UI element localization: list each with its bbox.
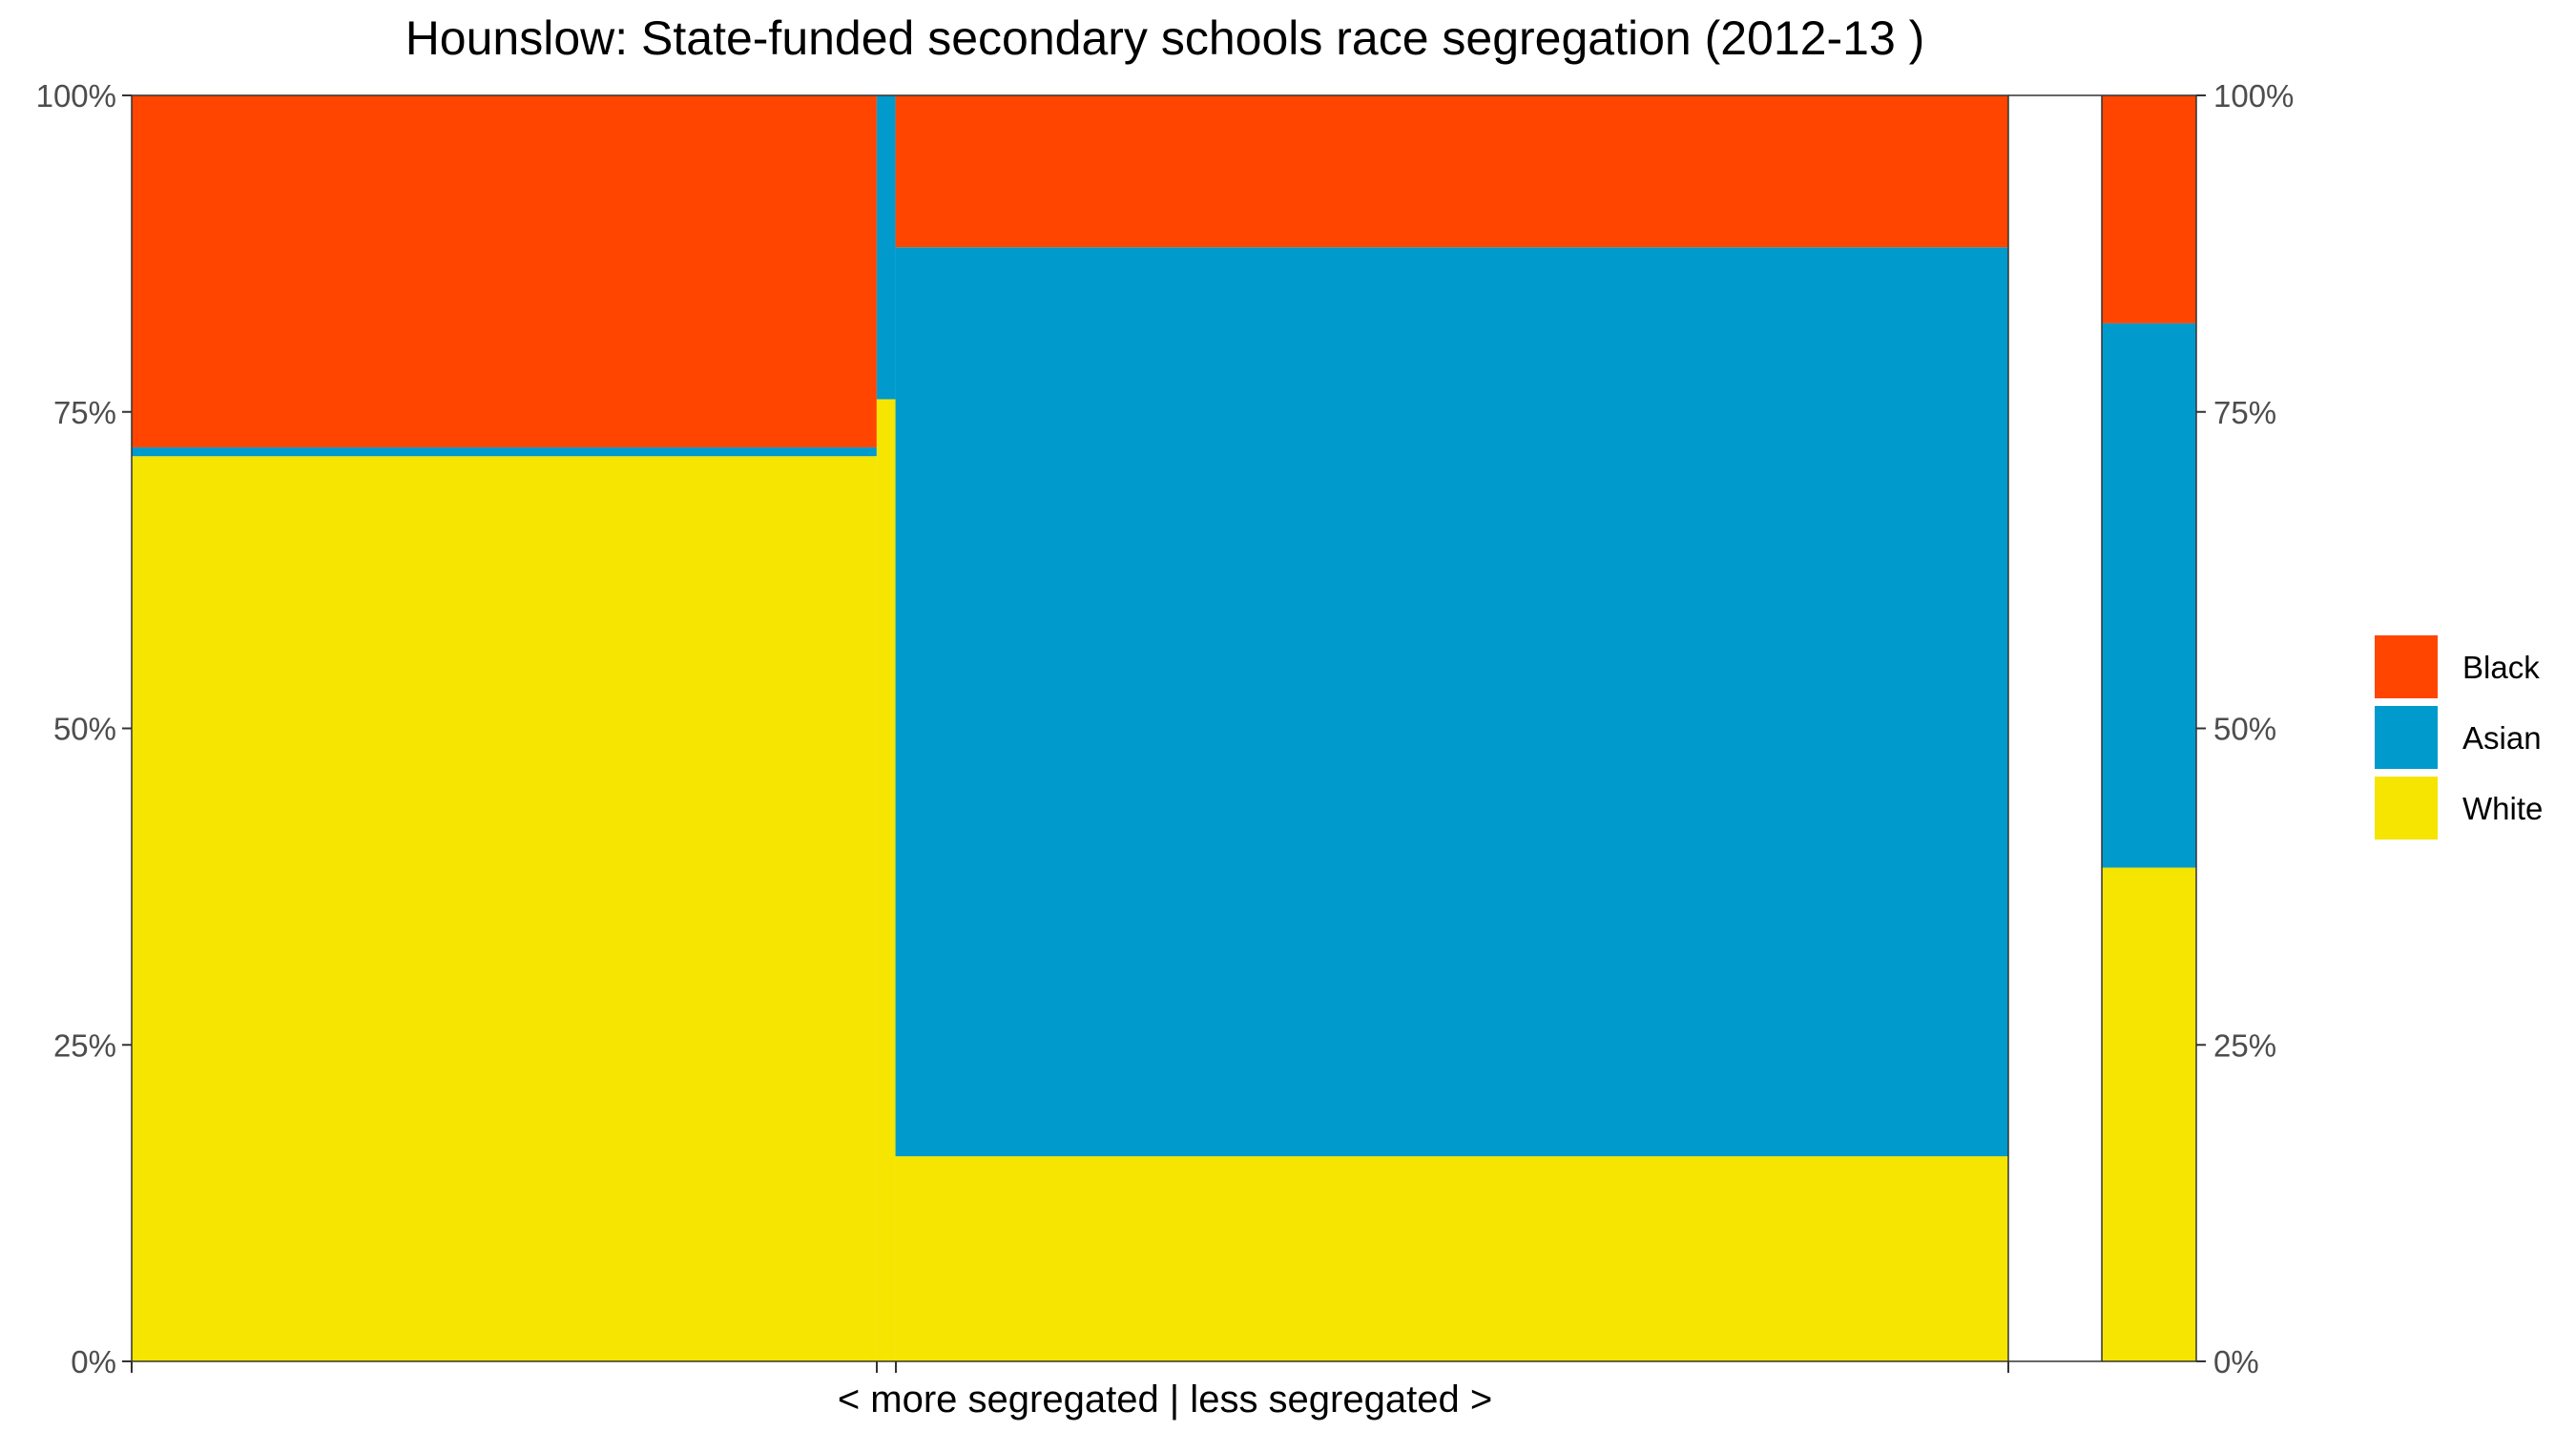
x-axis: [131, 1361, 2009, 1373]
legend-key-black: [2375, 635, 2438, 698]
y-tick-label-left: 75%: [53, 395, 116, 430]
total-segment-white: [2102, 867, 2196, 1361]
y-tick-label-right: 0%: [2213, 1344, 2259, 1379]
y-tick-label-right: 50%: [2213, 712, 2276, 747]
y-tick-label-left: 50%: [53, 712, 116, 747]
total-segment-black: [2102, 95, 2196, 323]
y-tick-label-right: 75%: [2213, 395, 2276, 430]
plot-area: [131, 94, 2197, 1362]
mosaic-segment-col2-black: [895, 95, 2008, 248]
y-tick-label-left: 100%: [36, 78, 116, 114]
y-axis-left: 0% 25% 50% 75% 100%: [36, 78, 132, 1379]
legend-key-white: [2375, 777, 2438, 840]
legend-label-asian: Asian: [2462, 720, 2542, 756]
legend: Black Asian White: [2375, 635, 2543, 840]
total-segment-asian: [2102, 322, 2196, 868]
mosaic-segment-col0-black: [132, 95, 877, 447]
mosaic-segment-col1-white: [876, 399, 896, 1362]
legend-key-asian: [2375, 706, 2438, 769]
mosaic-segment-col2-white: [895, 1156, 2008, 1361]
mosaic-segment-col0-white: [132, 456, 877, 1361]
legend-label-black: Black: [2462, 650, 2540, 685]
x-axis-label: < more segregated | less segregated >: [838, 1379, 1492, 1421]
y-axis-right: 0% 25% 50% 75% 100%: [2196, 78, 2294, 1379]
y-tick-label-left: 25%: [53, 1027, 116, 1063]
mosaic-segment-col2-asian: [895, 247, 2008, 1157]
mosaic-segment-col0-asian: [132, 446, 877, 457]
y-tick-label-right: 25%: [2213, 1027, 2276, 1063]
y-tick-label-right: 100%: [2213, 78, 2294, 114]
chart-title: Hounslow: State-funded secondary schools…: [405, 11, 1925, 65]
y-tick-label-left: 0%: [71, 1344, 116, 1379]
mosaic-segment-col1-asian: [876, 95, 896, 400]
legend-label-white: White: [2462, 791, 2543, 826]
